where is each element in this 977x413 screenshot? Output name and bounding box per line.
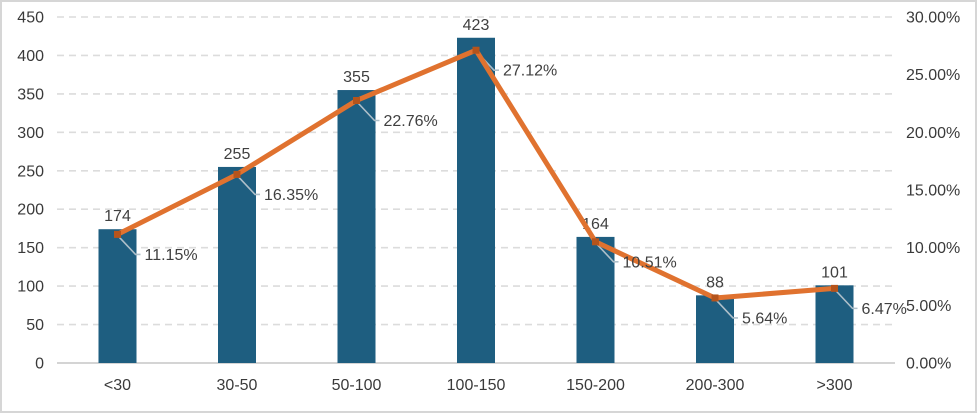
percent-label: 16.35% xyxy=(264,187,318,204)
leader-line xyxy=(596,244,619,263)
leader-line xyxy=(118,236,141,256)
line-marker xyxy=(233,170,241,178)
right-axis-tick-label: 5.00% xyxy=(906,298,951,315)
left-axis-tick-label: 300 xyxy=(17,125,44,142)
bar xyxy=(98,229,137,363)
category-label: 30-50 xyxy=(217,377,258,394)
bar xyxy=(337,90,376,364)
bar xyxy=(815,285,854,363)
left-axis-tick-label: 50 xyxy=(26,317,44,334)
leader-line xyxy=(716,300,738,319)
percent-label: 11.15% xyxy=(145,247,198,264)
right-axis-tick-label: 10.00% xyxy=(906,240,960,257)
percent-label: 27.12% xyxy=(503,63,557,80)
bar-value-label: 101 xyxy=(821,264,848,281)
left-axis-tick-label: 250 xyxy=(17,163,44,180)
bar-value-label: 355 xyxy=(343,69,370,86)
bar xyxy=(218,166,256,363)
category-label: <30 xyxy=(104,377,131,394)
category-label: 150-200 xyxy=(566,377,625,394)
category-label: 200-300 xyxy=(686,377,745,394)
leader-line xyxy=(238,176,260,196)
bar xyxy=(576,236,615,363)
percent-label: 6.47% xyxy=(862,301,907,318)
line-marker xyxy=(831,284,838,292)
left-axis-tick-label: 100 xyxy=(17,279,44,296)
percent-label: 10.51% xyxy=(623,254,677,271)
left-axis-tick-label: 350 xyxy=(17,86,44,103)
bar-value-label: 255 xyxy=(224,146,251,163)
left-axis-tick-label: 0 xyxy=(35,356,44,373)
left-axis-tick-label: 200 xyxy=(17,202,44,219)
line-marker xyxy=(472,46,480,54)
line-marker xyxy=(353,97,360,105)
percent-label: 22.76% xyxy=(384,113,438,130)
line-marker xyxy=(114,230,121,238)
left-axis-tick-label: 450 xyxy=(17,10,44,27)
bar-value-label: 174 xyxy=(104,208,131,225)
bar xyxy=(457,37,495,363)
bar-value-label: 88 xyxy=(706,274,724,291)
bar xyxy=(696,295,734,363)
percent-label: 5.64% xyxy=(742,310,787,327)
right-axis-tick-label: 25.00% xyxy=(906,67,960,84)
right-axis-tick-label: 0.00% xyxy=(906,356,951,373)
leader-line xyxy=(357,102,380,122)
bar-value-label: 423 xyxy=(463,17,490,34)
right-axis-tick-label: 20.00% xyxy=(906,125,960,142)
left-axis-tick-label: 150 xyxy=(17,240,44,257)
category-label: 50-100 xyxy=(332,377,382,394)
category-label: >300 xyxy=(816,377,852,394)
line-marker xyxy=(711,294,719,302)
category-label: 100-150 xyxy=(447,377,506,394)
right-axis-tick-label: 15.00% xyxy=(906,183,960,200)
right-axis-tick-label: 30.00% xyxy=(906,10,960,27)
line-marker xyxy=(592,238,599,246)
left-axis-tick-label: 400 xyxy=(17,48,44,65)
leader-line xyxy=(835,290,858,310)
